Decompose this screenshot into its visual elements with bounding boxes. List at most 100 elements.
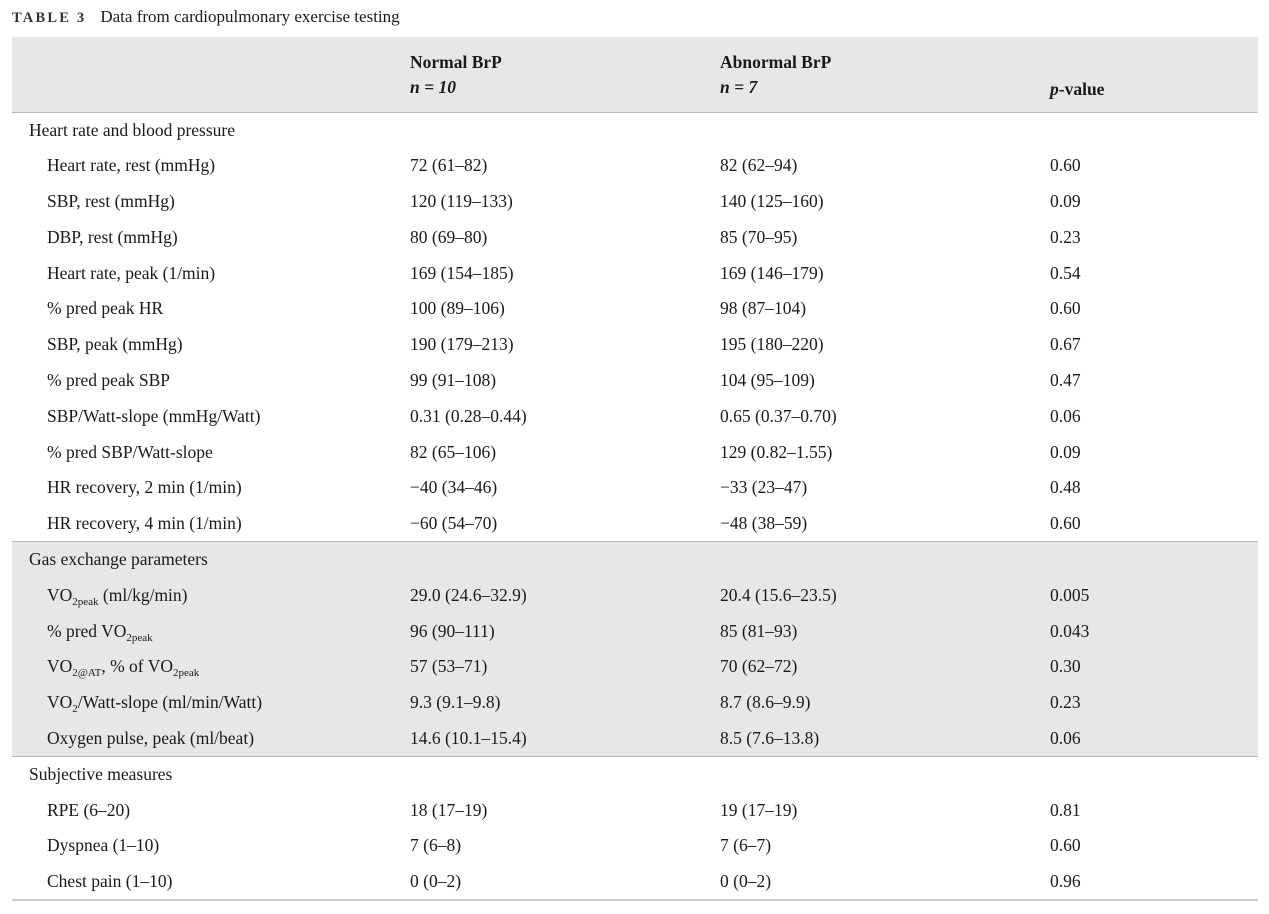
cell-normal-brp: 72 (61–82): [410, 155, 488, 176]
row-label: % pred peak HR: [47, 298, 164, 319]
table-row: Dyspnea (1–10) 7 (6–8) 7 (6–7) 0.60: [12, 828, 1258, 864]
cell-p-value: 0.60: [1050, 155, 1081, 176]
table-row: % pred SBP/Watt-slope 82 (65–106) 129 (0.8…: [12, 434, 1258, 470]
table-row: SBP, peak (mmHg) 190 (179–213) 195 (180–22…: [12, 327, 1258, 363]
cell-p-value: 0.67: [1050, 334, 1081, 355]
cell-p-value: 0.81: [1050, 799, 1081, 820]
row-label: VO2/Watt-slope (ml/min/Watt): [12, 685, 410, 721]
cell-p-value: 0.09: [1050, 441, 1081, 462]
cell-abnormal-brp: 0 (0–2): [720, 863, 1050, 901]
cell-normal-brp: 169 (154–185): [410, 262, 514, 283]
header-empty-cell: [12, 37, 410, 112]
cell-abnormal-brp: 169 (146–179): [720, 262, 824, 283]
header-abnormal-title: Abnormal BrP: [720, 52, 832, 72]
table-row: % pred peak SBP 99 (91–108) 104 (95–109) 0.…: [12, 363, 1258, 399]
cell-abnormal-brp: 8.5 (7.6–13.8): [720, 727, 820, 748]
row-label: SBP, rest (mmHg): [47, 190, 175, 211]
row-label: HR recovery, 4 min (1/min): [47, 512, 242, 533]
cell-normal-brp: 99 (91–108): [410, 369, 497, 390]
row-label-part: , % of VO: [101, 656, 173, 677]
cell-p-value: 0.06: [1050, 727, 1081, 748]
cell-abnormal-brp: 140 (125–160): [720, 190, 824, 211]
cell-abnormal-brp: 98 (87–104): [720, 298, 807, 319]
row-label: Heart rate, rest (mmHg): [47, 155, 216, 176]
table-row: Heart rate, peak (1/min) 169 (154–185) 169…: [12, 255, 1258, 291]
header-normal-title: Normal BrP: [410, 52, 502, 72]
row-label: Heart rate, peak (1/min): [47, 262, 216, 283]
cell-abnormal-brp: 195 (180–220): [720, 334, 824, 355]
header-abnormal-n: n = 7: [720, 77, 758, 97]
cell-p-value: 0.48: [1050, 477, 1081, 498]
cell-p-value: 0.06: [1050, 405, 1081, 426]
cpet-data-table: Normal BrP n = 10 Abnormal BrP n = 7 p-v…: [12, 37, 1258, 901]
cell-abnormal-brp: −48 (38–59): [720, 512, 808, 533]
header-normal-n: n = 10: [410, 77, 456, 97]
table-row: VO2/Watt-slope (ml/min/Watt) 9.3 (9.1–9.8…: [12, 684, 1258, 721]
cell-normal-brp: −60 (54–70): [410, 512, 498, 533]
cell-normal-brp: 82 (65–106): [410, 441, 497, 462]
row-label: VO2peak (ml/kg/min): [12, 577, 410, 613]
cell-p-value: 0.54: [1050, 262, 1081, 283]
cell-normal-brp: 18 (17–19): [410, 799, 488, 820]
row-label-part: 2@AT: [72, 667, 102, 680]
section-title: Subjective measures: [12, 755, 1258, 793]
table-row: SBP/Watt-slope (mmHg/Watt) 0.31 (0.28–0.4…: [12, 398, 1258, 434]
row-label-part: % pred VO: [47, 620, 127, 641]
row-label: SBP/Watt-slope (mmHg/Watt): [47, 405, 261, 426]
cell-normal-brp: 9.3 (9.1–9.8): [410, 692, 501, 713]
section-header-row: Gas exchange parameters: [12, 541, 1258, 578]
header-p-value: p-value: [1050, 37, 1258, 112]
cell-normal-brp: 0.31 (0.28–0.44): [410, 405, 527, 426]
cell-normal-brp: 190 (179–213): [410, 334, 514, 355]
header-p-rest: -value: [1058, 78, 1105, 99]
cell-abnormal-brp: 20.4 (15.6–23.5): [720, 584, 837, 605]
section-header-row: Subjective measures: [12, 755, 1258, 793]
cell-normal-brp: 120 (119–133): [410, 190, 513, 211]
section-header-row: Heart rate and blood pressure: [12, 111, 1258, 148]
header-row: Normal BrP n = 10 Abnormal BrP n = 7 p-v…: [12, 37, 1258, 112]
row-label: Chest pain (1–10): [12, 863, 410, 901]
row-label: Oxygen pulse, peak (ml/beat): [47, 727, 255, 748]
row-label: VO2@AT, % of VO2peak: [12, 649, 410, 685]
table-row: VO2@AT, % of VO2peak 57 (53–71) 70 (62–72)…: [12, 648, 1258, 685]
cell-normal-brp: 100 (89–106): [410, 298, 505, 319]
header-p-letter: p: [1050, 78, 1059, 99]
row-label: % pred SBP/Watt-slope: [47, 441, 213, 462]
cell-p-value: 0.09: [1050, 190, 1081, 211]
cell-abnormal-brp: 7 (6–7): [720, 835, 772, 856]
table-row: HR recovery, 2 min (1/min) −40 (34–46) −33…: [12, 470, 1258, 506]
section-title: Gas exchange parameters: [12, 541, 1258, 578]
cell-normal-brp: 0 (0–2): [410, 863, 720, 901]
table-row: Oxygen pulse, peak (ml/beat) 14.6 (10.1–1…: [12, 720, 1258, 757]
header-abnormal-brp: Abnormal BrP n = 7: [720, 37, 1050, 112]
cell-normal-brp: 29.0 (24.6–32.9): [410, 584, 527, 605]
table-header: Normal BrP n = 10 Abnormal BrP n = 7 p-v…: [12, 37, 1258, 112]
row-label: DBP, rest (mmHg): [47, 226, 178, 247]
cell-p-value: 0.47: [1050, 369, 1081, 390]
row-label-part: /Watt-slope (ml/min/Watt): [77, 692, 263, 713]
cell-abnormal-brp: 104 (95–109): [720, 369, 815, 390]
row-label-part: 2peak: [72, 595, 99, 608]
cell-abnormal-brp: 8.7 (8.6–9.9): [720, 692, 811, 713]
cell-p-value: 0.96: [1050, 863, 1258, 901]
cell-p-value: 0.30: [1050, 656, 1081, 677]
row-label-part: 2peak: [172, 667, 200, 680]
table-row: % pred peak HR 100 (89–106) 98 (87–104) 0.6…: [12, 291, 1258, 327]
table-row: % pred VO2peak 96 (90–111) 85 (81–93) 0.043: [12, 613, 1258, 649]
cell-abnormal-brp: 129 (0.82–1.55): [720, 441, 833, 462]
cell-normal-brp: 14.6 (10.1–15.4): [410, 727, 527, 748]
cell-p-value: 0.23: [1050, 692, 1081, 713]
cell-abnormal-brp: 19 (17–19): [720, 799, 798, 820]
table-row: DBP, rest (mmHg) 80 (69–80) 85 (70–95) 0.23: [12, 219, 1258, 255]
row-label-part: (ml/kg/min): [98, 584, 188, 605]
cell-p-value: 0.60: [1050, 298, 1081, 319]
cell-normal-brp: 7 (6–8): [410, 835, 462, 856]
row-label-part: VO: [47, 656, 73, 677]
row-label: HR recovery, 2 min (1/min): [47, 477, 242, 498]
table-row: HR recovery, 4 min (1/min) −60 (54–70) −48…: [12, 506, 1258, 542]
table-label: TABLE 3: [12, 10, 87, 26]
table-title: Data from cardiopulmonary exercise testi…: [100, 7, 400, 26]
cell-abnormal-brp: 82 (62–94): [720, 155, 798, 176]
cell-p-value: 0.23: [1050, 226, 1081, 247]
row-label-part: VO: [47, 584, 73, 605]
